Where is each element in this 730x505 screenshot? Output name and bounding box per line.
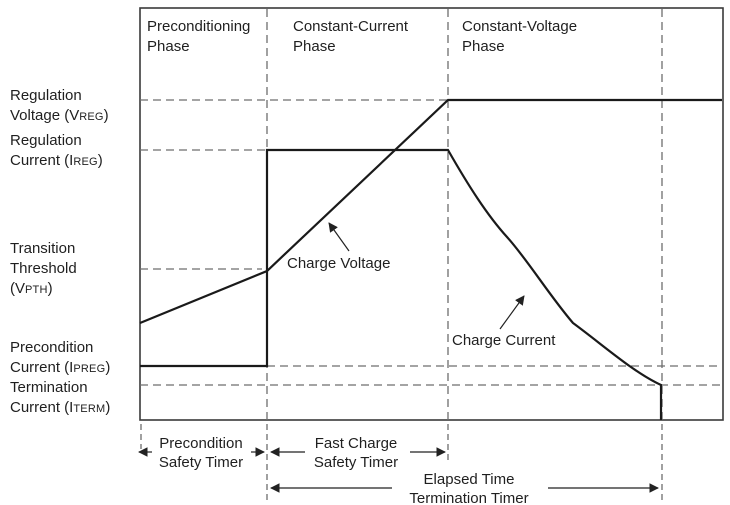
phase-title-preconditioning: Preconditioning Phase xyxy=(147,18,251,55)
label-regulation-voltage: Regulation Voltage (VREG) xyxy=(10,87,109,124)
phase-title-constant-current: Constant-Current Phase xyxy=(293,18,409,55)
label-termination-current: Termination Current (ITERM) xyxy=(10,379,111,416)
label-regulation-current: Regulation Current (IREG) xyxy=(10,132,103,169)
phase-title-constant-voltage: Constant-Voltage Phase xyxy=(462,18,578,55)
label-elapsed-time-termination-timer: Elapsed Time Termination Timer xyxy=(409,471,529,505)
label-charge-current: Charge Current xyxy=(452,332,556,349)
charge-current-pointer-arrow xyxy=(499,295,525,330)
charge-voltage-curve xyxy=(139,98,722,325)
plot-frame xyxy=(139,7,724,421)
label-fast-charge-safety-timer: Fast Charge Safety Timer xyxy=(313,435,399,471)
label-precondition-safety-timer: Precondition Safety Timer xyxy=(158,435,244,471)
label-transition-threshold: Transition Threshold (VPTH) xyxy=(10,240,77,297)
charge-current-curve xyxy=(140,148,663,420)
charge-voltage-pointer-arrow xyxy=(328,222,350,252)
label-charge-voltage: Charge Voltage xyxy=(287,255,391,272)
label-precondition-current: Precondition Current (IPREG) xyxy=(10,339,111,376)
